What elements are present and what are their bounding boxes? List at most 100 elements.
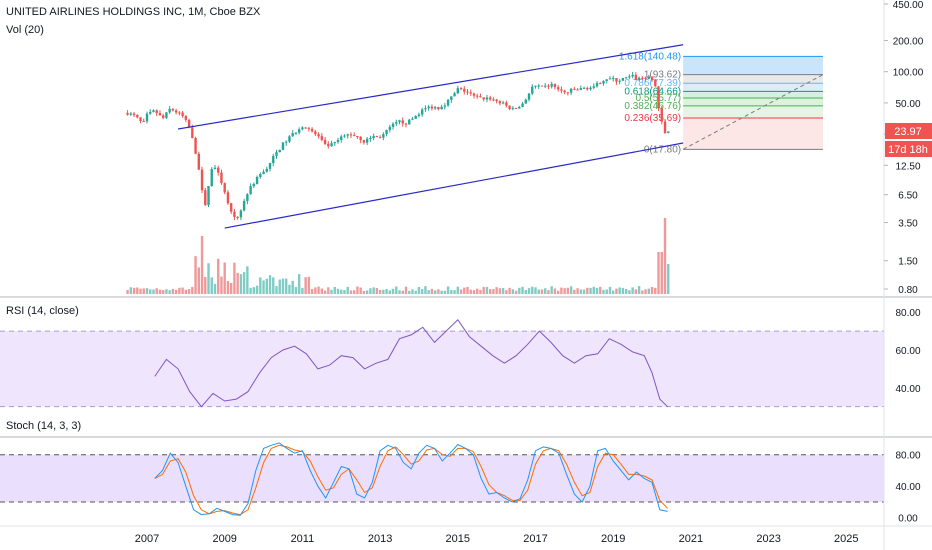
volume-bar	[391, 288, 395, 294]
volume-bar	[304, 277, 307, 294]
fib-zone	[683, 97, 823, 106]
candle-body	[404, 123, 408, 125]
volume-bar	[450, 289, 453, 294]
candle-body	[618, 80, 621, 82]
volume-bar	[139, 288, 142, 294]
volume-bar	[220, 276, 223, 294]
candle-body	[663, 121, 667, 133]
candle-body	[469, 92, 472, 94]
time-axis[interactable]: 2007 2009 2011 2013 2015 2017 2019 2021 2023 2025	[135, 533, 859, 545]
candle-body	[327, 143, 330, 147]
volume-bar	[579, 289, 583, 294]
volume-bar	[353, 290, 356, 294]
candle-body	[599, 83, 602, 85]
stoch-axis[interactable]: 80.00 40.00 0.00	[895, 451, 920, 525]
volume-bar	[226, 280, 230, 294]
candle-body	[501, 102, 505, 104]
candle-body	[320, 136, 324, 140]
candle-body	[511, 108, 515, 110]
candle-body	[233, 211, 236, 217]
candle-body	[385, 129, 388, 135]
volume-bar	[443, 290, 447, 294]
candle-body	[239, 210, 243, 218]
volume-bar	[576, 288, 579, 294]
rsi-tick-label: 40.00	[895, 384, 920, 395]
volume-bar	[210, 277, 213, 294]
candle-body	[249, 186, 252, 195]
channel-lower-line[interactable]	[224, 142, 684, 229]
volume-bar	[560, 287, 563, 294]
candle-body	[129, 113, 133, 115]
volume-bar	[544, 288, 547, 294]
volume-bar	[476, 288, 479, 294]
volume-bar	[310, 288, 314, 294]
volume-bar	[207, 263, 210, 294]
candle-body	[631, 74, 634, 77]
fib-level-label: 0.618(64.66)	[624, 86, 681, 97]
candle-body	[556, 87, 560, 90]
volume-bar	[586, 287, 589, 294]
last-price-text: 23.97	[894, 126, 922, 138]
volume-bar	[291, 280, 294, 294]
candle-body	[667, 131, 670, 133]
volume-bar	[369, 288, 372, 294]
volume-bar	[401, 290, 404, 294]
candle-body	[204, 190, 207, 206]
candle-body	[353, 135, 356, 137]
candle-body	[550, 83, 553, 87]
volume-bar	[430, 288, 434, 294]
channel-upper-line[interactable]	[177, 44, 684, 130]
candle-body	[657, 86, 660, 109]
volume-bar	[599, 286, 602, 294]
rsi-axis[interactable]: 80.00 60.00 40.00	[895, 308, 920, 395]
candle-body	[414, 115, 417, 119]
volume-bar	[233, 262, 236, 294]
candle-body	[560, 89, 563, 91]
volume-bar	[181, 287, 184, 294]
volume-bar	[485, 286, 489, 294]
candle-body	[343, 135, 346, 137]
time-tick-label: 2019	[601, 533, 625, 545]
candle-body	[278, 149, 281, 153]
candle-body	[136, 114, 139, 118]
volume-bar	[511, 289, 515, 294]
candle-body	[466, 91, 469, 93]
volume-bar	[158, 289, 162, 294]
candle-body	[537, 85, 540, 87]
volume-bar	[657, 252, 660, 294]
volume-bar	[330, 289, 333, 294]
volume-bar	[501, 287, 505, 294]
volume-bar	[372, 287, 375, 294]
candle-body	[155, 110, 158, 114]
candle-body	[252, 183, 256, 187]
candle-body	[531, 86, 534, 94]
stoch-tick-label: 40.00	[895, 482, 920, 493]
volume-bar	[408, 290, 411, 294]
candle-body	[433, 107, 437, 109]
candle-body	[307, 128, 311, 130]
rsi-line	[154, 319, 668, 408]
time-tick-label: 2017	[523, 533, 547, 545]
candle-body	[576, 89, 579, 91]
time-tick-label: 2015	[446, 533, 470, 545]
candle-body	[485, 97, 489, 100]
candle-body	[184, 116, 188, 120]
candle-body	[369, 138, 372, 140]
candle-body	[220, 172, 223, 184]
candle-body	[508, 105, 511, 110]
volume-bar	[297, 274, 301, 294]
candle-body	[514, 108, 518, 110]
candle-body	[236, 216, 239, 218]
countdown-text: 17d 18h	[888, 144, 928, 156]
price-tick-label: 50.00	[895, 99, 920, 110]
candle-body	[229, 203, 233, 212]
volume-bar	[437, 289, 440, 294]
fibonacci-extension[interactable]: 1.618(140.48) 1(93.62)0.786(77.39)0.618(6…	[619, 51, 824, 155]
candle-body	[563, 90, 566, 93]
candle-body	[498, 101, 502, 104]
price-channel[interactable]	[177, 44, 684, 229]
volume-bar	[168, 290, 171, 294]
volume-bar	[246, 266, 249, 294]
volume-bar	[621, 287, 625, 294]
volume-bar	[239, 274, 243, 294]
